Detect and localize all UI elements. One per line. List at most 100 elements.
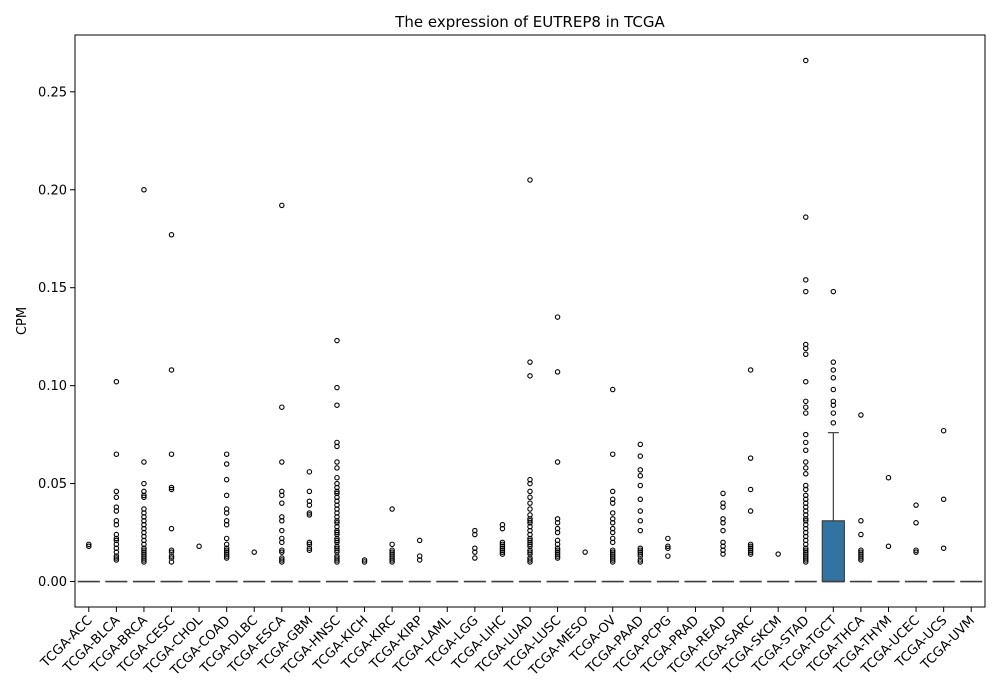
outlier-point [527,557,533,563]
outlier-point [472,555,478,561]
outlier-point [334,557,340,563]
outlier-point [554,369,561,375]
outlier-point [830,288,837,295]
outlier-point [168,367,175,373]
outlier-point [747,455,754,461]
outlier-point [279,404,285,410]
outlier-point [554,459,561,465]
outlier-point [803,486,809,493]
outlier-point [279,559,285,565]
outlier-point [113,557,120,563]
outlier-point [223,451,230,457]
y-tick-label: 0.00 [38,575,67,590]
box-group [905,502,928,583]
outlier-point [141,459,147,465]
outlier-point [554,314,561,320]
outlier-point [334,488,340,495]
outlier-point [334,443,340,450]
outlier-point [747,508,754,514]
outlier-point [637,557,644,563]
outlier-point [141,480,147,487]
outlier-point [803,351,809,358]
outlier-point [113,494,120,501]
outlier-point [389,559,395,565]
outlier-point [168,451,175,457]
box-group [546,314,569,583]
outlier-point [609,520,616,526]
outlier-point [306,502,313,508]
outlier-point [168,525,175,532]
outlier-point [609,529,616,536]
box-group [574,549,597,583]
box-group [601,386,624,583]
outlier-point [389,541,395,548]
outlier-point [803,57,809,64]
outlier-point [113,508,120,514]
box-group [105,378,128,583]
outlier-point [334,337,340,344]
outlier-point [554,553,561,559]
outlier-point [609,386,616,393]
outlier-point [279,202,285,209]
box-group [739,367,762,583]
outlier-point [279,518,285,524]
outlier-point [141,492,147,499]
outlier-point [527,506,533,512]
outlier-point [637,482,644,489]
outlier-point [609,451,616,457]
outlier-point [803,431,809,438]
outlier-point [334,547,340,553]
outlier-point [306,469,313,475]
outlier-point [858,557,864,563]
outlier-point [554,555,561,561]
outlier-point [720,490,726,497]
outlier-point [334,537,340,544]
outlier-point [803,277,809,283]
outlier-point [803,398,809,405]
box-group [408,537,431,583]
outlier-point [747,549,754,555]
outlier-point [858,531,864,538]
outlier-point [665,553,671,559]
outlier-point [609,510,616,516]
outlier-point [637,518,644,524]
box-body [821,520,845,583]
outlier-point [637,467,644,473]
outlier-point [223,476,230,483]
outlier-point [251,549,257,555]
box-group [463,527,486,583]
outlier-point [885,474,892,481]
outlier-point [527,494,533,501]
box-group [215,451,238,583]
outlier-point [637,496,644,503]
outlier-point [306,488,313,495]
outlier-point [334,384,340,391]
outlier-point [775,551,781,557]
outlier-point [168,547,175,553]
outlier-point [803,557,809,563]
outlier-point [803,516,809,522]
outlier-point [747,367,754,373]
outlier-point [306,512,313,518]
outlier-point [940,427,947,434]
outlier-point [113,521,120,528]
outlier-point [554,529,561,536]
outlier-point [527,500,533,506]
outlier-point [168,486,175,493]
outlier-point [830,386,837,393]
outlier-point [279,492,285,499]
outlier-point [168,232,175,238]
outlier-point [223,461,230,467]
outlier-point [609,500,616,506]
box-group [77,541,100,583]
outlier-point [609,557,616,563]
outlier-point [113,555,120,561]
outlier-point [168,484,175,491]
outlier-point [141,494,147,501]
outlier-point [830,367,837,373]
outlier-point [554,520,561,526]
outlier-point [196,543,202,550]
box-group [132,187,155,583]
outlier-point [527,480,533,487]
outlier-point [803,559,809,565]
